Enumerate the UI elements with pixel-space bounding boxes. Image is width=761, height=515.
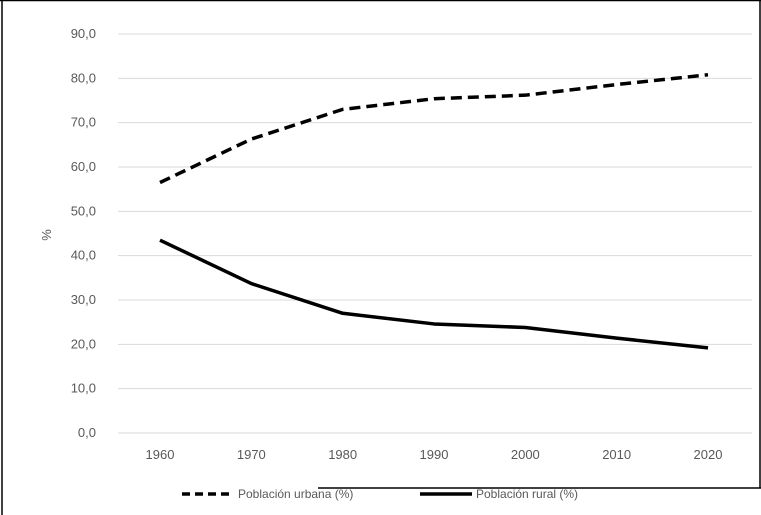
legend-item-rural: Población rural (%) bbox=[420, 487, 578, 501]
data-point bbox=[615, 336, 619, 340]
data-point bbox=[158, 238, 162, 242]
x-tick-label: 1970 bbox=[237, 447, 266, 462]
y-tick-labels: 0,0 10,0 20,0 30,0 40,0 50,0 60,0 70,0 80,0 90,0 bbox=[71, 26, 96, 440]
x-tick-labels: 1960 1970 1980 1990 2000 2010 2020 bbox=[146, 447, 723, 462]
y-axis-title: % bbox=[39, 229, 54, 241]
data-point bbox=[158, 181, 162, 185]
data-point bbox=[706, 346, 710, 350]
y-tick-label: 10,0 bbox=[71, 381, 96, 396]
y-tick-label: 20,0 bbox=[71, 336, 96, 351]
data-point bbox=[523, 325, 527, 329]
x-tick-label: 1990 bbox=[420, 447, 449, 462]
legend-item-urbana: Población urbana (%) bbox=[182, 487, 353, 501]
data-point bbox=[432, 97, 436, 101]
legend-label: Población urbana (%) bbox=[238, 487, 353, 501]
legend: Población urbana (%) Población rural (%) bbox=[182, 487, 578, 501]
y-tick-label: 40,0 bbox=[71, 248, 96, 263]
y-tick-label: 80,0 bbox=[71, 70, 96, 85]
gridlines bbox=[118, 33, 752, 434]
x-tick-label: 2010 bbox=[602, 447, 631, 462]
data-point bbox=[523, 93, 527, 97]
y-tick-label: 90,0 bbox=[71, 26, 96, 41]
legend-label: Población rural (%) bbox=[476, 487, 578, 501]
data-point bbox=[341, 311, 345, 315]
data-point bbox=[249, 282, 253, 286]
y-tick-label: 0,0 bbox=[78, 425, 96, 440]
x-tick-label: 1980 bbox=[328, 447, 357, 462]
y-tick-label: 70,0 bbox=[71, 115, 96, 130]
data-point bbox=[249, 137, 253, 141]
y-tick-label: 60,0 bbox=[71, 159, 96, 174]
series-line-urbana bbox=[159, 73, 709, 185]
y-tick-label: 50,0 bbox=[71, 203, 96, 218]
data-point bbox=[341, 107, 345, 111]
data-point bbox=[706, 73, 710, 77]
y-tick-label: 30,0 bbox=[71, 292, 96, 307]
data-point bbox=[615, 83, 619, 87]
x-tick-label: 2020 bbox=[694, 447, 723, 462]
x-tick-label: 2000 bbox=[511, 447, 540, 462]
series-line-rural bbox=[159, 238, 709, 350]
series-lines bbox=[158, 73, 710, 350]
x-tick-label: 1960 bbox=[146, 447, 175, 462]
data-point bbox=[432, 322, 436, 326]
